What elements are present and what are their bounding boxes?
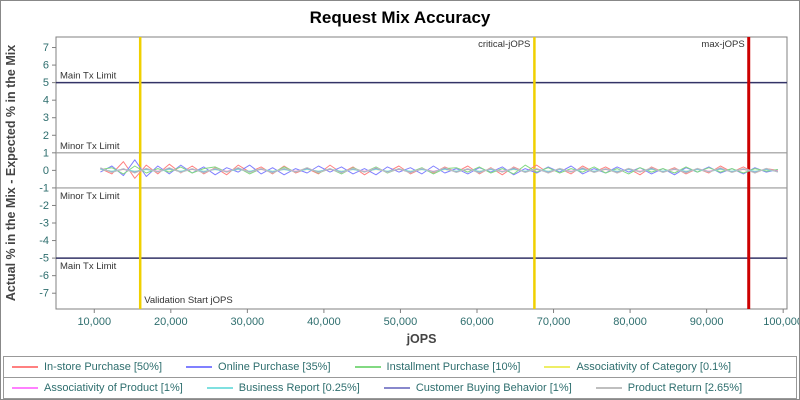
legend-item-label: Customer Buying Behavior [1%] [415,382,572,394]
x-tick-label: 90,000 [690,316,724,328]
legend-swatch [186,366,213,368]
y-tick-label: -6 [39,270,49,282]
legend-item-label: In-store Purchase [50%] [44,361,163,373]
x-tick-label: 30,000 [231,316,265,328]
legend-item: Business Report [0.25%] [206,382,360,394]
legend-swatch [383,387,410,389]
ref-line-label: Main Tx Limit [60,71,117,82]
legend-item-label: Associativity of Product [1%] [44,382,183,394]
x-tick-label: 50,000 [384,316,418,328]
y-tick-label: 3 [43,112,49,124]
ref-line-label: critical-jOPS [478,39,530,50]
x-tick-label: 20,000 [154,316,188,328]
legend-swatch [354,366,381,368]
y-tick-label: -3 [39,218,49,230]
chart-legend: In-store Purchase [50%] Online Purchase [… [3,356,797,399]
chart-canvas: 10,000 20,000 30,000 40,000 50,000 60,000 70,0… [4,36,800,346]
legend-row: In-store Purchase [50%] Online Purchase [… [4,357,796,377]
y-tick-label: -7 [39,288,49,300]
x-tick-label: 40,000 [307,316,341,328]
x-tick-label: 80,000 [613,316,647,328]
legend-item: Associativity of Product [1%] [12,382,183,394]
y-axis-label: Actual % in the Mix - Expected % in the … [4,45,18,301]
x-tick-label: 10,000 [77,316,111,328]
legend-swatch [595,387,622,389]
ref-line-label: max-jOPS [701,39,744,50]
y-tick-label: -2 [39,200,49,212]
ref-line-label: Minor Tx Limit [60,141,120,152]
y-tick-label: 7 [43,42,49,54]
y-tick-label: -5 [39,253,49,265]
legend-item: Associativity of Category [0.1%] [544,361,731,373]
legend-item-label: Product Return [2.65%] [627,382,743,394]
legend-item: Online Purchase [35%] [186,361,331,373]
legend-item-label: Associativity of Category [0.1%] [576,361,732,373]
x-tick-label: 60,000 [460,316,494,328]
x-tick-label: 70,000 [537,316,571,328]
y-tick-label: 0 [43,165,49,177]
legend-swatch [206,387,233,389]
legend-item: Installment Purchase [10%] [354,361,521,373]
series-line [100,164,778,175]
y-tick-label: -1 [39,182,49,194]
legend-item-label: Business Report [0.25%] [238,382,360,394]
legend-item: In-store Purchase [50%] [12,361,162,373]
legend-swatch [12,387,38,389]
y-tick-label: 6 [43,60,49,72]
ref-line-label: Validation Start jOPS [144,295,233,306]
ref-line-label: Main Tx Limit [60,261,117,272]
x-axis-label: jOPS [406,332,437,346]
legend-swatch [544,366,571,368]
series-line [100,167,778,174]
legend-row: Associativity of Product [1%] Business Re… [4,377,796,398]
ref-line-label: Minor Tx Limit [60,191,120,202]
y-tick-label: 2 [43,130,49,142]
x-tick-label: 100,000 [763,316,800,328]
y-tick-label: 1 [43,147,49,159]
y-tick-label: -4 [39,235,49,247]
legend-item: Product Return [2.65%] [595,382,743,394]
y-tick-label: 5 [43,77,49,89]
legend-item: Customer Buying Behavior [1%] [383,382,572,394]
y-tick-label: 4 [43,95,49,107]
legend-item-label: Online Purchase [35%] [218,361,331,373]
chart-title: Request Mix Accuracy [309,8,491,27]
legend-swatch [12,366,38,368]
legend-item-label: Installment Purchase [10%] [386,361,521,373]
